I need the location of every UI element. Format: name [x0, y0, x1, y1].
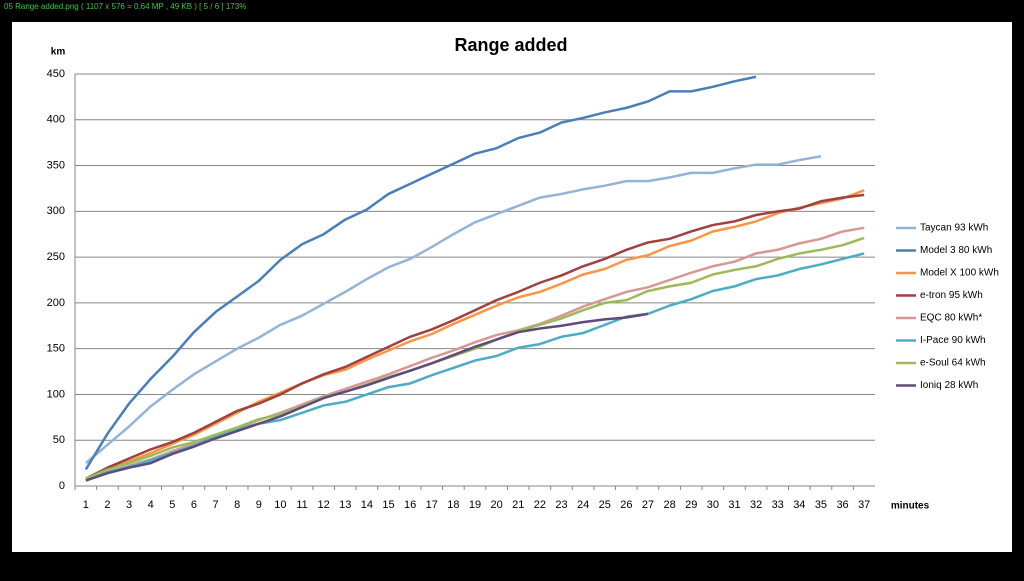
x-tick-label: 6	[191, 499, 197, 511]
x-tick-label: 3	[126, 499, 132, 511]
y-tick-label: 450	[47, 68, 65, 80]
x-tick-label: 5	[169, 499, 175, 511]
x-tick-label: 7	[212, 499, 218, 511]
series-line	[85, 252, 865, 481]
x-tick-label: 2	[104, 499, 110, 511]
x-tick-label: 27	[642, 499, 654, 511]
y-tick-label: 0	[59, 480, 65, 492]
legend-label: Model X 100 kWh	[920, 268, 999, 279]
y-tick-label: 350	[47, 159, 65, 171]
status-bar: 05 Range added.png ( 1107 x 576 = 0.64 M…	[4, 2, 246, 11]
x-tick-label: 22	[534, 499, 546, 511]
x-tick-label: 21	[512, 499, 524, 511]
x-axis-label: minutes	[891, 501, 930, 512]
x-tick-label: 24	[577, 499, 589, 511]
series-line	[85, 236, 865, 480]
legend-label: Taycan 93 kWh	[920, 223, 988, 234]
x-tick-label: 16	[404, 499, 416, 511]
chart-title: Range added	[454, 35, 567, 55]
series-line	[85, 312, 649, 482]
x-tick-label: 20	[490, 499, 502, 511]
x-tick-label: 35	[815, 499, 827, 511]
x-tick-label: 17	[426, 499, 438, 511]
legend-label: e-tron 95 kWh	[920, 290, 983, 301]
x-tick-label: 33	[772, 499, 784, 511]
series-line	[84, 75, 757, 471]
legend-label: I-Pace 90 kWh	[920, 335, 986, 346]
y-tick-label: 250	[47, 251, 65, 263]
x-tick-label: 25	[599, 499, 611, 511]
x-tick-label: 31	[728, 499, 740, 511]
x-tick-label: 13	[339, 499, 351, 511]
x-tick-label: 37	[858, 499, 870, 511]
x-tick-label: 14	[361, 499, 373, 511]
x-tick-label: 18	[447, 499, 459, 511]
x-tick-label: 36	[836, 499, 848, 511]
y-tick-label: 200	[47, 297, 65, 309]
x-tick-label: 1	[83, 499, 89, 511]
x-tick-label: 26	[620, 499, 632, 511]
y-tick-label: 100	[47, 388, 65, 400]
legend-label: EQC 80 kWh*	[920, 313, 982, 324]
x-tick-label: 34	[793, 499, 805, 511]
x-tick-label: 9	[256, 499, 262, 511]
legend-label: e-Soul 64 kWh	[920, 358, 986, 369]
y-axis-label: km	[51, 47, 66, 58]
x-tick-label: 4	[148, 499, 154, 511]
series-line	[85, 189, 865, 480]
image	[12, 22, 1012, 552]
x-tick-label: 19	[469, 499, 481, 511]
y-tick-label: 400	[47, 114, 65, 126]
x-tick-label: 28	[663, 499, 675, 511]
x-tick-label: 30	[707, 499, 719, 511]
x-tick-label: 11	[296, 499, 307, 511]
y-tick-label: 50	[53, 434, 65, 446]
x-tick-label: 32	[750, 499, 762, 511]
legend-label: Ioniq 28 kWh	[920, 380, 978, 391]
y-tick-label: 150	[47, 343, 65, 355]
x-tick-label: 15	[382, 499, 394, 511]
x-tick-label: 8	[234, 499, 240, 511]
series-line	[85, 193, 865, 480]
series-line	[85, 155, 822, 465]
x-tick-label: 10	[274, 499, 286, 511]
legend-label: Model 3 80 kWh	[920, 245, 992, 256]
x-tick-label: 29	[685, 499, 697, 511]
x-tick-label: 12	[318, 499, 330, 511]
x-tick-label: 23	[555, 499, 567, 511]
y-tick-label: 300	[47, 205, 65, 217]
